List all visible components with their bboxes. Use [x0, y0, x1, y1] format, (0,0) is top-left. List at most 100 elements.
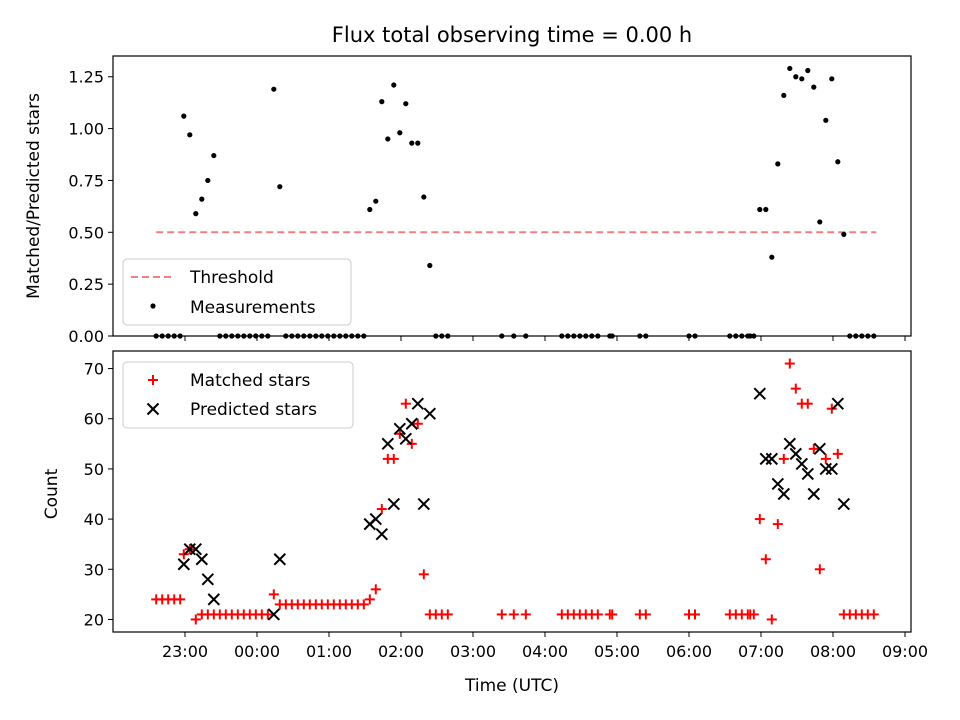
predicted-star-point: [177, 558, 191, 571]
top-y-tick-label: 0.00: [68, 327, 104, 346]
x-tick-label: 02:00: [378, 642, 424, 661]
measurement-point: [835, 159, 841, 165]
measurement-point: [283, 333, 289, 339]
x-tick-label: 05:00: [594, 642, 640, 661]
measurement-point: [571, 333, 577, 339]
matched-star-point: [442, 609, 453, 620]
measurement-point: [337, 333, 343, 339]
bottom-plot-frame: [112, 350, 912, 633]
predicted-star-point: [795, 457, 809, 471]
bottom-y-tick-label: 50: [84, 460, 104, 479]
measurement-point: [589, 333, 595, 339]
measurement-point: [433, 333, 439, 339]
measurement-point: [177, 333, 183, 339]
matched-star-point: [388, 453, 399, 464]
measurement-point: [301, 333, 307, 339]
measurement-point: [349, 333, 355, 339]
matched-star-point: [400, 398, 411, 409]
top-legend: Threshold Measurements: [122, 258, 352, 326]
matched-star-point: [814, 564, 825, 575]
matched-star-point: [832, 448, 843, 459]
matched-star-point: [496, 609, 507, 620]
predicted-star-point: [831, 397, 845, 410]
measurement-point: [229, 333, 235, 339]
bottom-y-tick-label: 70: [84, 360, 104, 379]
matched-star-point: [748, 609, 759, 620]
measurement-point: [403, 101, 409, 107]
bottom-y-tick-label: 40: [84, 510, 104, 529]
measurement-point: [769, 254, 775, 260]
bottom-plot-area: 20 30 40 50 60 70 23:00 00:00 01:00 02:00 03:00 04:…: [84, 350, 928, 661]
top-plot-area: 0.00 0.25 0.50 0.75 1.00 1.25: [68, 55, 912, 346]
matched-star-point: [772, 519, 783, 530]
measurement-point: [727, 333, 733, 339]
measurement-point: [577, 333, 583, 339]
measurement-point: [609, 333, 615, 339]
measurement-point: [415, 140, 421, 146]
matched-star-point: [592, 609, 603, 620]
matched-star-point: [508, 609, 519, 620]
matched-star-point: [820, 453, 831, 464]
predicted-star-point: [813, 442, 827, 456]
matched-star-point: [760, 554, 771, 565]
measurement-point: [193, 211, 199, 217]
measurement-point: [391, 82, 397, 88]
chart-title: Flux total observing time = 0.00 h: [332, 23, 692, 47]
predicted-star-point: [807, 487, 821, 501]
measurement-point: [223, 333, 229, 339]
legend-measurements-swatch: [150, 303, 156, 309]
measurement-point: [159, 333, 165, 339]
measurement-point: [853, 333, 859, 339]
measurement-point: [171, 333, 177, 339]
matched-star-point: [412, 418, 423, 429]
predicted-star-point: [765, 452, 779, 466]
measurement-point: [247, 333, 253, 339]
measurement-point: [439, 333, 445, 339]
measurement-point: [757, 206, 763, 213]
matched-star-point: [808, 443, 819, 454]
x-tick-label: 01:00: [306, 642, 352, 661]
measurement-point: [637, 333, 643, 339]
measurement-point: [307, 333, 313, 339]
predicted-star-point: [201, 573, 215, 586]
predicted-star-point: [789, 447, 803, 461]
measurement-point: [793, 74, 799, 80]
matched-star-point: [268, 589, 279, 600]
predicted-star-point: [417, 497, 431, 511]
top-y-tick-label: 1.00: [68, 120, 104, 139]
matched-star-point: [175, 594, 186, 605]
x-tick-label: 08:00: [810, 642, 856, 661]
predicted-star-point: [207, 593, 221, 606]
measurement-point: [799, 76, 805, 82]
measurement-point: [781, 92, 787, 99]
measurement-point: [211, 152, 217, 159]
bottom-y-tick-label: 30: [84, 560, 104, 579]
measurement-point: [763, 206, 769, 213]
matched-star-point: [790, 383, 801, 394]
predicted-star-point: [801, 467, 815, 481]
top-y-axis-label: Matched/Predicted stars: [24, 93, 44, 299]
legend-threshold-label: Threshold: [189, 268, 274, 288]
measurement-point: [361, 333, 367, 339]
measurement-point: [847, 333, 853, 339]
predicted-star-point: [375, 527, 389, 541]
predicted-star-point: [195, 553, 209, 566]
predicted-star-point: [423, 407, 437, 420]
measurement-point: [823, 117, 829, 123]
measurement-point: [733, 333, 739, 339]
measurement-point: [165, 333, 171, 339]
predicted-star-point: [837, 497, 851, 511]
measurement-point: [259, 333, 265, 339]
measurement-point: [421, 194, 427, 200]
measurement-point: [253, 333, 259, 339]
x-tick-label: 06:00: [666, 642, 712, 661]
x-tick-label: 09:00: [882, 642, 928, 661]
bottom-legend-box: [122, 361, 354, 429]
top-y-tick-label: 1.25: [68, 68, 104, 87]
predicted-star-point: [387, 497, 401, 511]
measurement-point: [817, 219, 823, 225]
measurement-point: [747, 333, 753, 339]
predicted-star-point: [369, 512, 383, 526]
measurement-point: [511, 333, 517, 339]
